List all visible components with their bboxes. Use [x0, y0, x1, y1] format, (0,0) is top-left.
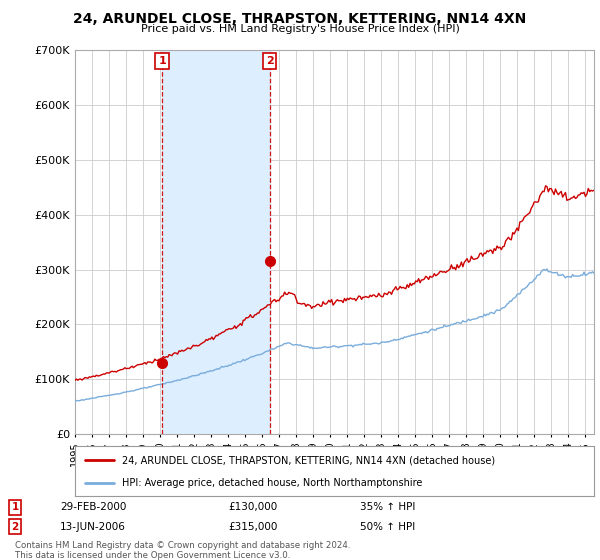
- Text: 13-JUN-2006: 13-JUN-2006: [60, 521, 126, 531]
- Text: 24, ARUNDEL CLOSE, THRAPSTON, KETTERING, NN14 4XN (detached house): 24, ARUNDEL CLOSE, THRAPSTON, KETTERING,…: [122, 455, 495, 465]
- Text: 29-FEB-2000: 29-FEB-2000: [60, 502, 127, 512]
- Text: £130,000: £130,000: [228, 502, 277, 512]
- Text: 1: 1: [11, 502, 19, 512]
- Text: HPI: Average price, detached house, North Northamptonshire: HPI: Average price, detached house, Nort…: [122, 478, 422, 488]
- Text: 1: 1: [158, 56, 166, 66]
- Text: 24, ARUNDEL CLOSE, THRAPSTON, KETTERING, NN14 4XN: 24, ARUNDEL CLOSE, THRAPSTON, KETTERING,…: [73, 12, 527, 26]
- Text: 35% ↑ HPI: 35% ↑ HPI: [360, 502, 415, 512]
- Text: 2: 2: [266, 56, 274, 66]
- Bar: [162, 50, 270, 434]
- Text: 50% ↑ HPI: 50% ↑ HPI: [360, 521, 415, 531]
- Text: Contains HM Land Registry data © Crown copyright and database right 2024.
This d: Contains HM Land Registry data © Crown c…: [15, 540, 350, 560]
- Text: Price paid vs. HM Land Registry's House Price Index (HPI): Price paid vs. HM Land Registry's House …: [140, 24, 460, 34]
- Text: 2: 2: [11, 521, 19, 531]
- Text: £315,000: £315,000: [228, 521, 277, 531]
